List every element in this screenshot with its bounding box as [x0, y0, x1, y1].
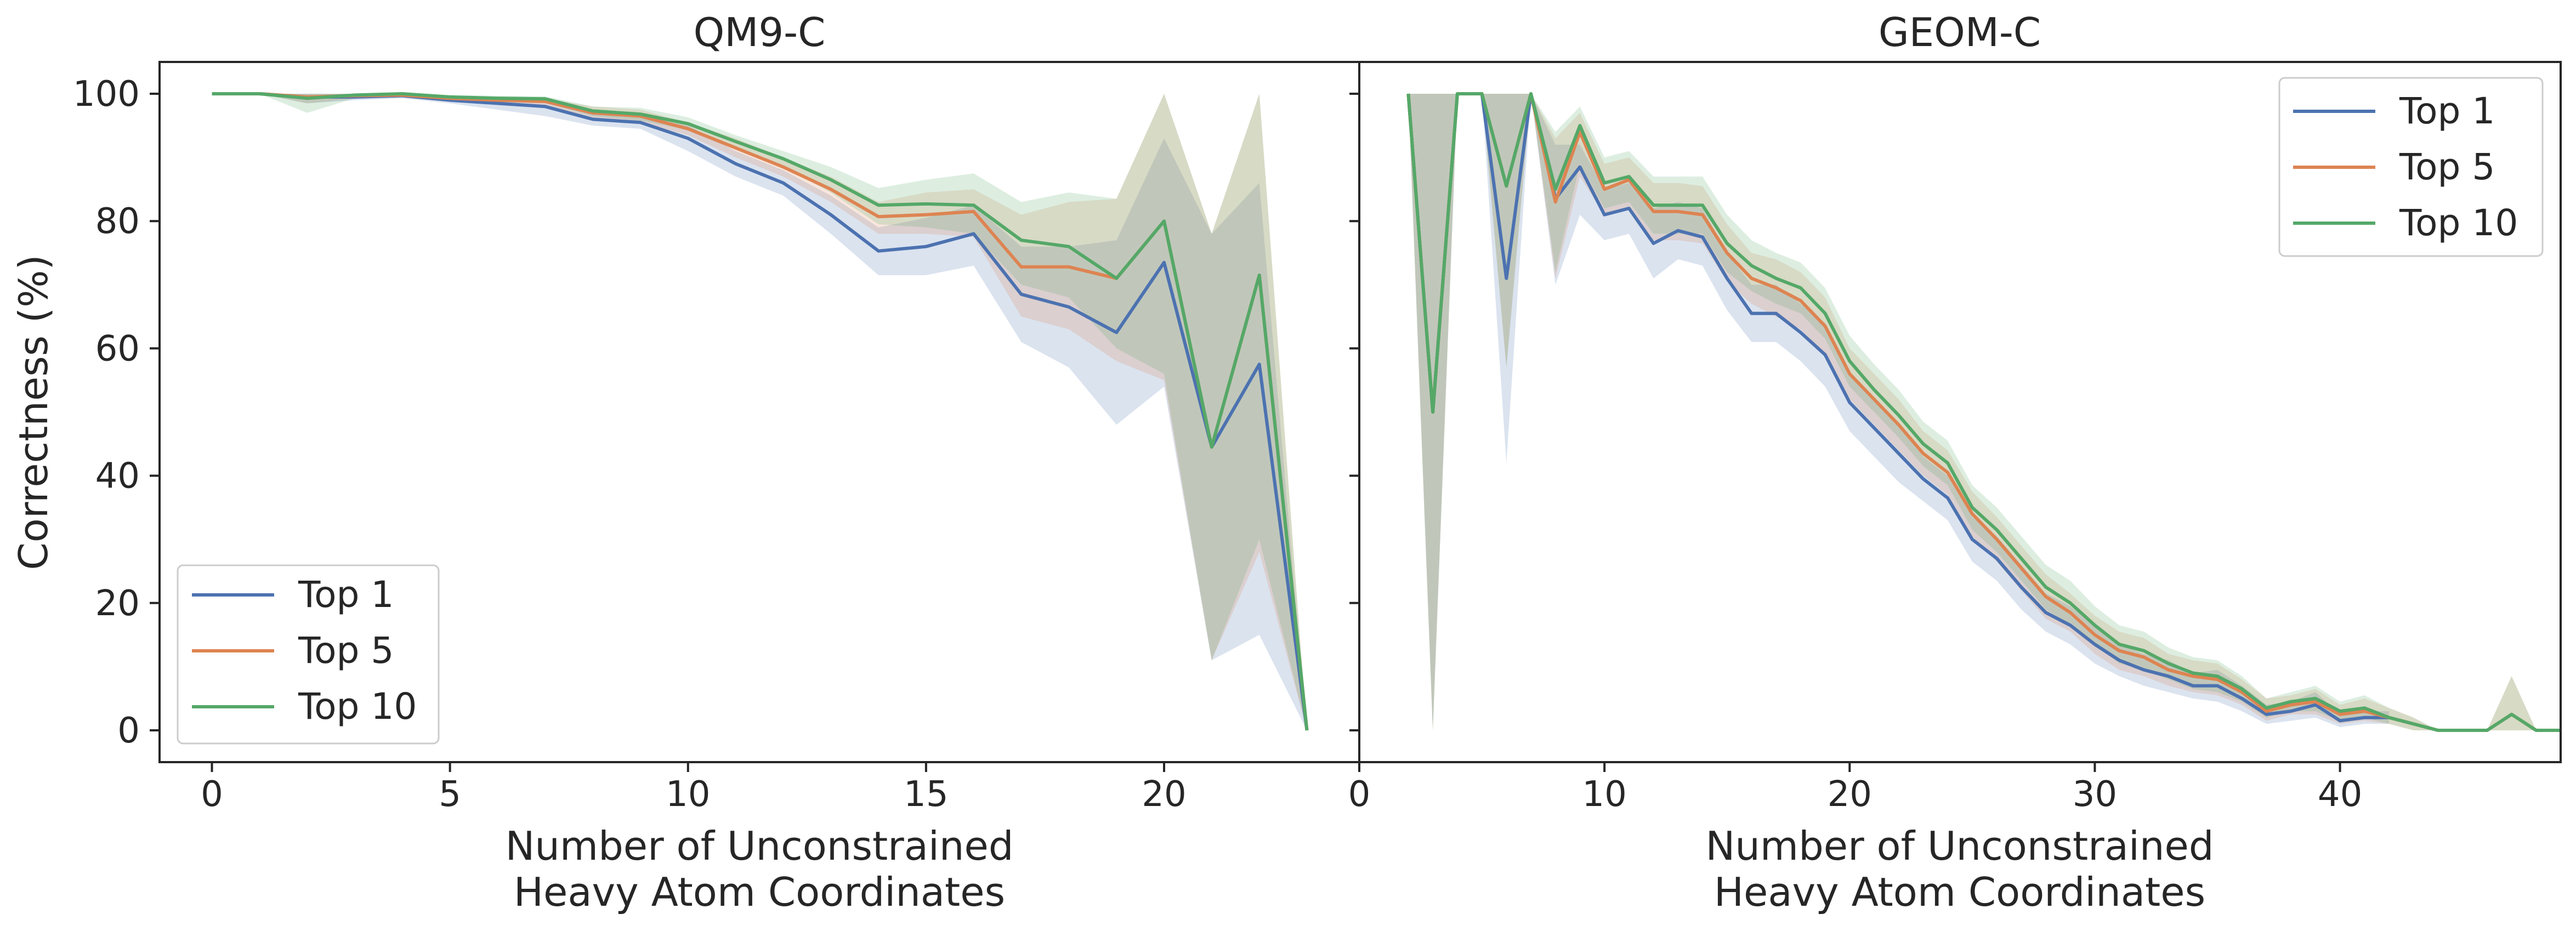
x-tick-label: 40: [2318, 774, 2362, 815]
series-line-top10-geomc: [1406, 92, 2561, 732]
legend-label-top10-qm9c: Top 10: [298, 685, 417, 728]
x-tick-label: 15: [904, 774, 948, 815]
series-line-top5-geomc: [1406, 92, 2561, 732]
plot-frame-geomc: [1358, 61, 2562, 763]
y-tick-label: 80: [95, 201, 140, 242]
x-axis-label-line1-qm9c: Number of Unconstrained: [505, 823, 1013, 869]
x-axis-label-line2-qm9c: Heavy Atom Coordinates: [514, 869, 1005, 915]
legend-geomc: Top 1 Top 5 Top 10: [2278, 77, 2544, 257]
x-tick-label: 0: [1348, 774, 1371, 815]
ticks-qm9c: 0 5 10 15 20 0 20 40 60 80 100: [73, 74, 1187, 815]
y-tick-label: 0: [117, 711, 140, 751]
legend-label-top1-qm9c: Top 1: [298, 574, 394, 616]
confidence-band-top1-geomc: [1408, 94, 2389, 730]
x-tick-label: 10: [666, 774, 710, 815]
y-axis-label: Correctness (%): [10, 254, 56, 570]
confidence-band-top5-qm9c: [212, 94, 1307, 730]
legend-label-top10-geomc: Top 10: [2399, 202, 2518, 244]
x-axis-label-line2-geomc: Heavy Atom Coordinates: [1714, 869, 2205, 915]
x-tick-label: 20: [1142, 774, 1186, 815]
panel-title-geomc: GEOM-C: [1879, 9, 2041, 55]
y-tick-label: 20: [95, 583, 140, 624]
legend-label-top5-geomc: Top 5: [2399, 146, 2495, 188]
series-line-top1-geomc: [1406, 92, 2389, 723]
y-tick-label: 40: [95, 456, 140, 497]
legend-box-geomc: [2278, 77, 2544, 257]
x-tick-label: 30: [2073, 774, 2117, 815]
bands-qm9c: [212, 94, 1307, 730]
x-tick-label: 20: [1828, 774, 1872, 815]
x-tick-label: 0: [201, 774, 223, 815]
x-tick-label: 5: [439, 774, 461, 815]
series-line-top10-qm9c: [212, 92, 1309, 731]
y-tick-label: 100: [73, 74, 140, 115]
legend-label-top1-geomc: Top 1: [2399, 90, 2495, 132]
lines-qm9c: [212, 92, 1309, 731]
lines-geomc: [1406, 92, 2561, 732]
legend-box-qm9c: [177, 564, 440, 745]
ticks-geomc: 0 10 20 30 40: [1348, 93, 2362, 815]
panel-title-qm9c: QM9-C: [694, 9, 826, 55]
panel-geomc: GEOM-C 0 10 20 30 40 Number of Unconstrained…: [1348, 9, 2562, 915]
y-tick-label: 60: [95, 328, 140, 369]
panel-qm9c: QM9-C 0 5 10 15 20 0 20 40 60 80 100 Number of Unc…: [73, 9, 1360, 915]
legend-qm9c: Top 1 Top 5 Top 10: [177, 564, 440, 745]
confidence-band-top1-qm9c: [212, 94, 1307, 730]
confidence-band-top10-qm9c: [212, 94, 1307, 730]
x-tick-label: 10: [1582, 774, 1626, 815]
x-axis-label-line1-geomc: Number of Unconstrained: [1705, 823, 2214, 869]
legend-label-top5-qm9c: Top 5: [298, 629, 394, 672]
